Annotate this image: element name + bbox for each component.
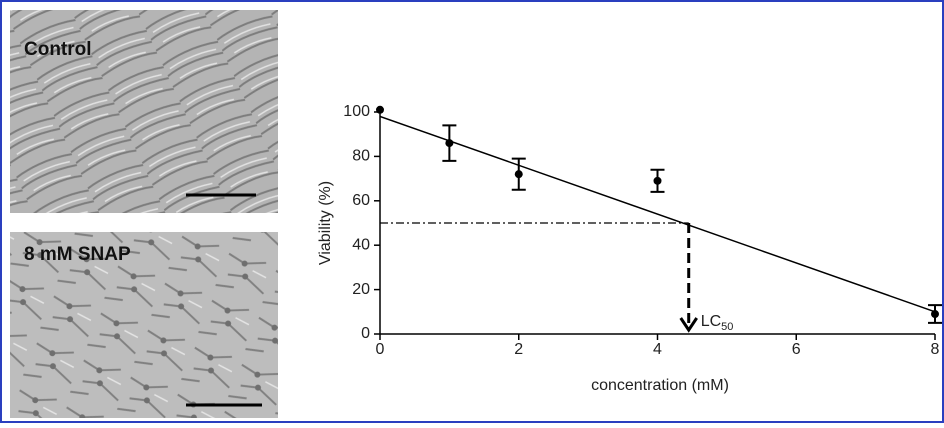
y-tick-label: 40 [352,236,370,253]
panel-label: Control [24,39,92,60]
point [376,105,384,114]
point [445,139,454,148]
lc50-label: LC50 [701,313,734,333]
point [514,170,523,179]
micrograph [10,10,278,213]
x-tick-label: 8 [931,341,940,358]
panel-label: 8 mM SNAP [24,244,131,265]
chart: concentration (mM) Viability (%) 0204060… [317,103,942,394]
y-tick-label: 80 [352,148,370,165]
y-tick-label: 60 [352,192,370,209]
x-tick-label: 6 [792,341,801,358]
x-tick-label: 0 [376,341,385,358]
y-tick-label: 20 [352,281,370,298]
lc50-arrowhead [679,317,698,333]
x-axis-label: concentration (mM) [591,377,729,394]
y-tick-label: 100 [343,103,370,120]
x-tick-label: 4 [653,341,662,358]
lc50-text: LC [701,313,721,330]
lc50-subscript: 50 [721,321,733,333]
micrograph [10,232,278,418]
y-tick-label: 0 [361,325,370,342]
point [653,176,662,185]
x-tick-label: 2 [514,341,523,358]
point [931,310,939,319]
y-axis-label: Viability (%) [317,181,334,265]
fit-line [379,115,936,313]
